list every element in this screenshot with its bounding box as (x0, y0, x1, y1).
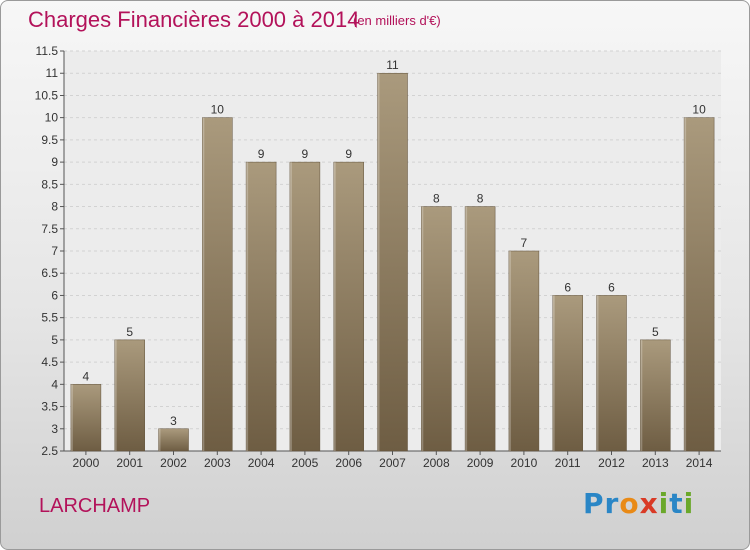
chart-title: Charges Financières 2000 à 2014 (28, 7, 360, 32)
bar-highlight (158, 428, 161, 451)
x-tick-label: 2005 (292, 456, 319, 470)
y-tick-label: 9 (51, 155, 58, 169)
y-tick-label: 7.5 (41, 222, 58, 236)
data-label: 8 (433, 192, 440, 206)
bar (377, 72, 408, 452)
logo-letter: x (639, 487, 659, 520)
y-tick-label: 7 (51, 244, 58, 258)
y-tick-label: 8 (51, 200, 58, 214)
bar (640, 339, 671, 452)
data-label: 4 (83, 369, 90, 383)
x-tick-label: 2011 (555, 456, 581, 470)
x-tick-label: 2004 (248, 456, 275, 470)
x-tick-label: 2010 (511, 456, 538, 470)
data-label: 7 (521, 236, 528, 250)
y-tick-label: 6.5 (41, 266, 58, 280)
bar-highlight (421, 206, 424, 451)
bar-highlight (684, 117, 687, 452)
y-tick-label: 3.5 (41, 400, 58, 414)
y-tick-label: 10.5 (35, 88, 59, 102)
logo-letter: r (604, 487, 620, 520)
data-label: 8 (477, 192, 484, 206)
bar (508, 250, 540, 452)
bar-highlight (202, 117, 205, 452)
bar (552, 295, 583, 452)
x-tick-label: 2008 (423, 456, 450, 470)
bar (289, 161, 321, 452)
data-label: 5 (126, 325, 133, 339)
x-tick-label: 2006 (335, 456, 362, 470)
y-tick-label: 4.5 (41, 355, 58, 369)
bar (333, 161, 364, 452)
bar-highlight (289, 162, 292, 451)
bar-highlight (70, 384, 73, 451)
data-label: 9 (258, 147, 265, 161)
data-label: 9 (302, 147, 309, 161)
bar (202, 117, 233, 452)
logo-letter: o (619, 487, 640, 520)
bar (683, 117, 715, 452)
bar (596, 295, 627, 452)
proxiti-logo[interactable]: Proxiti (583, 487, 694, 520)
data-label: 11 (386, 58, 399, 72)
y-tick-label: 6 (51, 288, 58, 302)
x-tick-label: 2009 (467, 456, 494, 470)
bar (70, 384, 102, 452)
data-label: 6 (564, 280, 571, 294)
y-tick-label: 11 (46, 66, 59, 80)
bar (245, 161, 277, 452)
y-tick-label: 5.5 (41, 311, 58, 325)
y-tick-label: 10 (45, 111, 59, 125)
y-tick-label: 5 (51, 333, 58, 347)
y-tick-label: 4 (51, 377, 58, 391)
logo-letter: t (669, 487, 684, 520)
commune-name: LARCHAMP (39, 495, 151, 517)
logo-letter: i (683, 487, 695, 520)
y-tick-label: 9.5 (41, 133, 58, 147)
x-tick-label: 2001 (116, 456, 143, 470)
data-label: 10 (692, 103, 706, 117)
x-tick-label: 2012 (598, 456, 625, 470)
bar (114, 339, 145, 452)
data-label: 5 (652, 325, 659, 339)
bar-highlight (552, 295, 555, 451)
bar-highlight (596, 295, 599, 451)
x-tick-label: 2002 (160, 456, 187, 470)
data-label: 6 (608, 280, 615, 294)
bar-highlight (508, 251, 511, 451)
y-tick-label: 8.5 (41, 177, 58, 191)
x-tick-label: 2003 (204, 456, 231, 470)
bar-highlight (377, 73, 380, 451)
data-label: 9 (345, 147, 352, 161)
y-tick-label: 11.5 (36, 44, 59, 58)
bar (421, 206, 452, 452)
bar-highlight (465, 206, 468, 451)
bar-highlight (640, 339, 643, 451)
chart-subtitle: (en milliers d'€) (353, 13, 441, 28)
x-tick-label: 2014 (686, 456, 713, 470)
data-label: 3 (170, 414, 177, 428)
bar (158, 428, 189, 452)
bar-highlight (333, 162, 336, 451)
y-tick-label: 2.5 (41, 444, 58, 458)
y-tick-label: 3 (51, 422, 58, 436)
logo-letter: P (583, 487, 605, 520)
bar (464, 206, 496, 452)
data-label: 10 (211, 103, 225, 117)
x-tick-label: 2007 (379, 456, 406, 470)
x-tick-label: 2000 (73, 456, 100, 470)
bar-highlight (114, 339, 117, 451)
bar-highlight (246, 162, 249, 451)
logo-letter: i (658, 487, 670, 520)
x-tick-label: 2013 (642, 456, 669, 470)
